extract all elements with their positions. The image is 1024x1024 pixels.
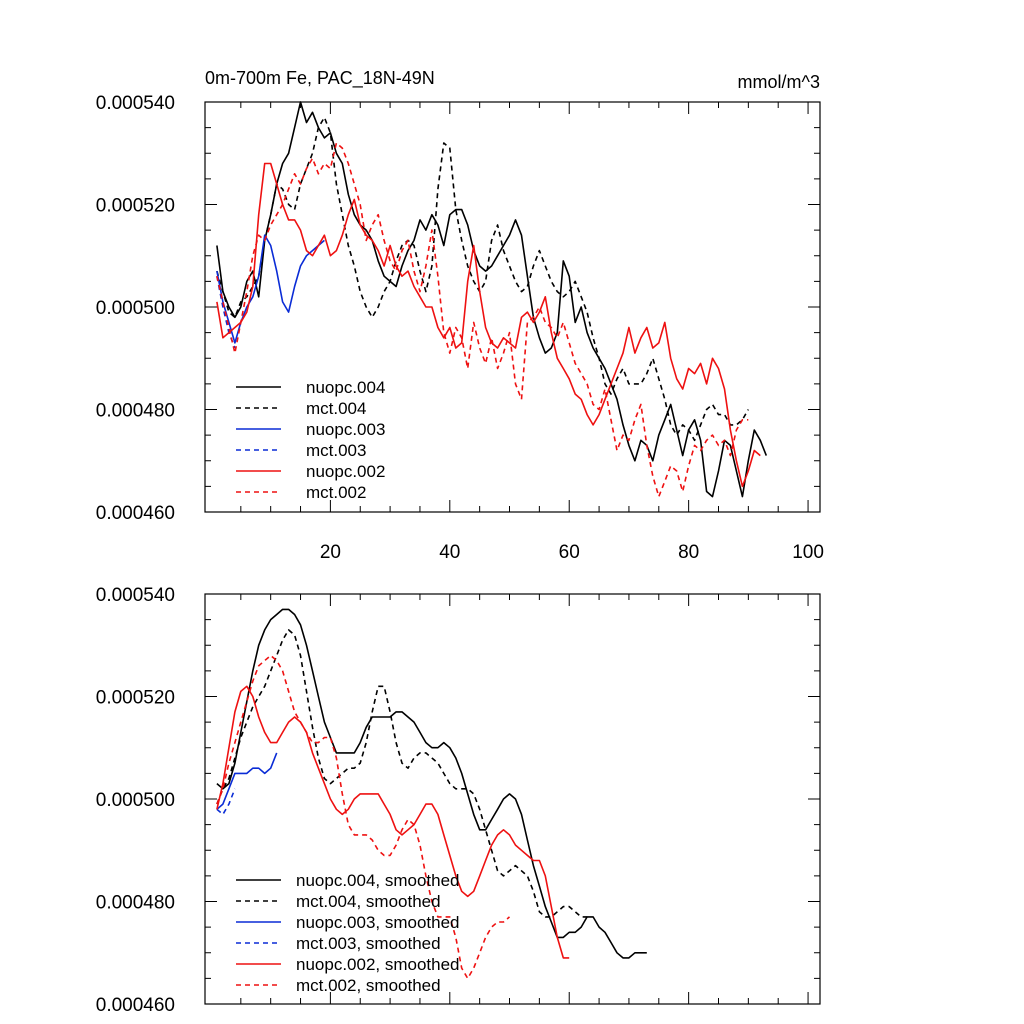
legend-label: nuopc.004 (306, 378, 385, 397)
series-line (216, 142, 749, 498)
legend-label: nuopc.004, smoothed (296, 871, 460, 890)
x-tick-label: 20 (320, 542, 341, 563)
series-line (216, 685, 570, 959)
legend-label: nuopc.003, smoothed (296, 913, 460, 932)
legend-label: nuopc.002 (306, 462, 385, 481)
y-tick-label: 0.000520 (96, 688, 175, 709)
y-tick-label: 0.000540 (96, 93, 175, 114)
series-line (216, 629, 588, 918)
x-tick-label: 60 (559, 542, 580, 563)
series-line (216, 788, 236, 816)
legend-label: nuopc.002, smoothed (296, 955, 460, 974)
y-tick-label: 0.000520 (96, 196, 175, 217)
y-tick-label: 0.000480 (96, 893, 175, 914)
x-tick-label: 80 (678, 542, 699, 563)
y-tick-label: 0.000480 (96, 401, 175, 422)
y-tick-label: 0.000500 (96, 790, 175, 811)
x-tick-label: 100 (792, 542, 824, 563)
top-panel: 0m-700m Fe, PAC_18N-49N mmol/m^3 0.00046… (96, 68, 824, 563)
series-line (216, 234, 325, 344)
series-line (216, 752, 278, 810)
y-tick-label: 0.000460 (96, 995, 175, 1016)
legend-label: mct.003 (306, 441, 366, 460)
series-line (216, 101, 768, 498)
legend-label: mct.002 (306, 483, 366, 502)
legend-label: mct.003, smoothed (296, 934, 441, 953)
bottom-panel: 0.000460 0.000480 0.000500 0.000520 0.000540… (96, 585, 821, 1016)
series-line (216, 162, 761, 488)
legend-label: mct.004, smoothed (296, 892, 441, 911)
y-tick-label: 0.000540 (96, 585, 175, 606)
y-tick-label: 0.000500 (96, 298, 175, 319)
legend-label: mct.004 (306, 399, 366, 418)
legend-label: mct.002, smoothed (296, 976, 441, 995)
legend-label: nuopc.003 (306, 420, 385, 439)
x-tick-label: 40 (439, 542, 460, 563)
chart-title: 0m-700m Fe, PAC_18N-49N (205, 68, 435, 89)
series-line (216, 608, 647, 959)
y-tick-label: 0.000460 (96, 503, 175, 524)
series-line (216, 654, 511, 980)
units-label: mmol/m^3 (738, 72, 820, 92)
